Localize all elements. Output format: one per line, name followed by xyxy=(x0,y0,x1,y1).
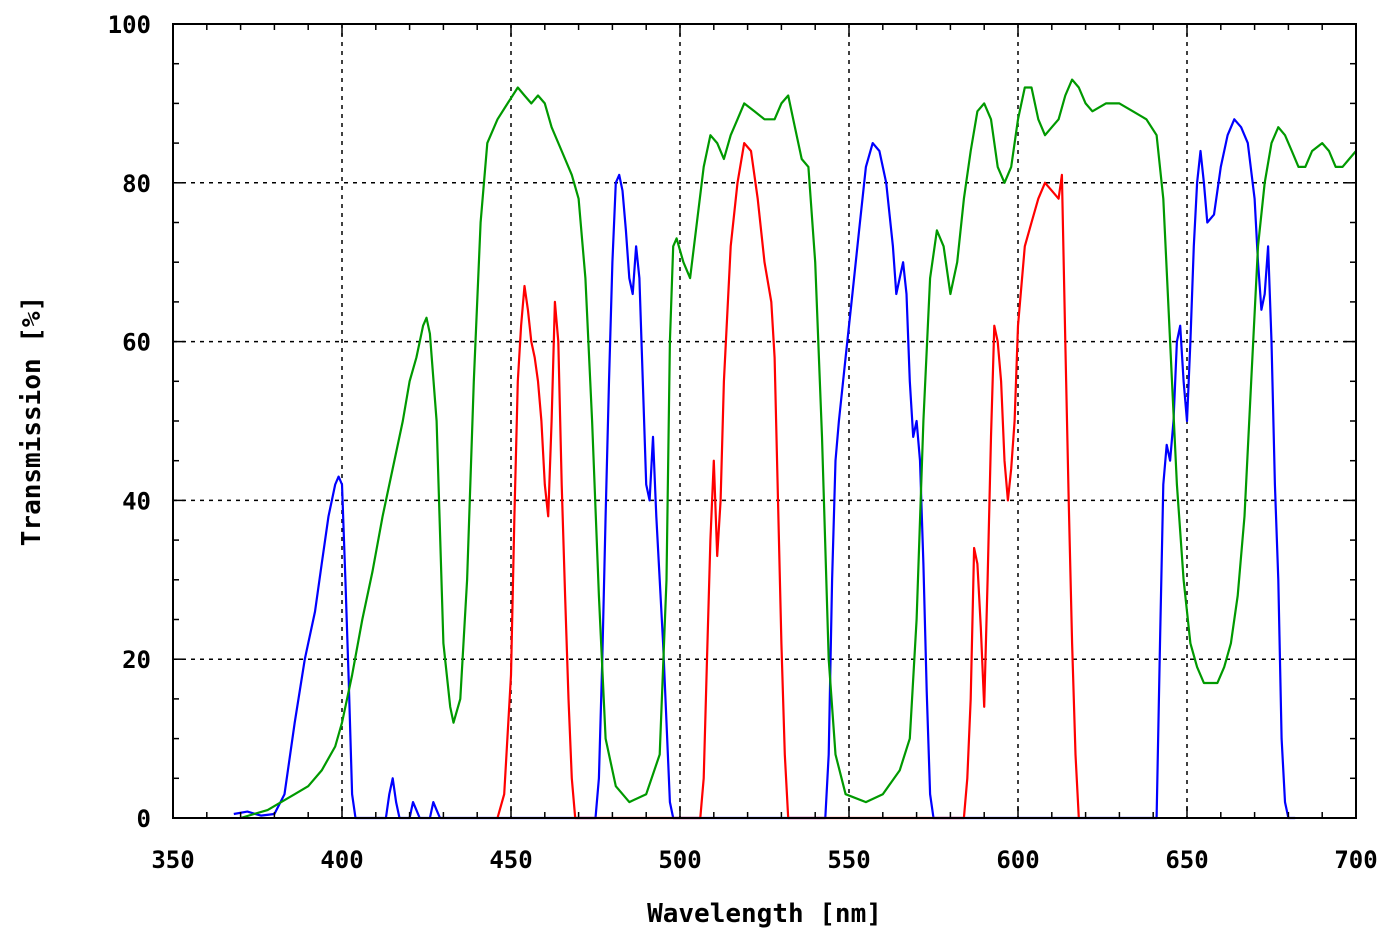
y-axis-title: Transmission [%] xyxy=(17,296,47,546)
x-tick-labels: 350 400 450 500 550 600 650 700 xyxy=(151,846,1377,874)
y-tick-labels: 0 20 40 60 80 100 xyxy=(108,11,151,833)
x-tick-label: 350 xyxy=(151,846,194,874)
y-tick-label: 0 xyxy=(137,805,151,833)
x-tick-label: 450 xyxy=(489,846,532,874)
x-tick-label: 600 xyxy=(996,846,1039,874)
y-tick-label: 20 xyxy=(122,646,151,674)
plot-area-frame xyxy=(172,23,1357,819)
x-axis-title: Wavelength [nm] xyxy=(647,899,882,929)
y-tick-label: 80 xyxy=(122,170,151,198)
x-tick-label: 400 xyxy=(320,846,363,874)
tick-marks xyxy=(172,23,1357,819)
series-group xyxy=(233,78,1357,820)
series-line-3 xyxy=(240,78,1357,820)
x-tick-label: 700 xyxy=(1334,846,1377,874)
y-tick-label: 40 xyxy=(122,487,151,515)
x-tick-label: 500 xyxy=(658,846,701,874)
series-line-1 xyxy=(233,118,1296,820)
x-tick-label: 650 xyxy=(1165,846,1208,874)
series-line-2 xyxy=(496,142,1080,820)
x-tick-label: 550 xyxy=(827,846,870,874)
y-tick-label: 100 xyxy=(108,11,151,39)
y-tick-label: 60 xyxy=(122,329,151,357)
grid-lines xyxy=(173,24,1356,818)
